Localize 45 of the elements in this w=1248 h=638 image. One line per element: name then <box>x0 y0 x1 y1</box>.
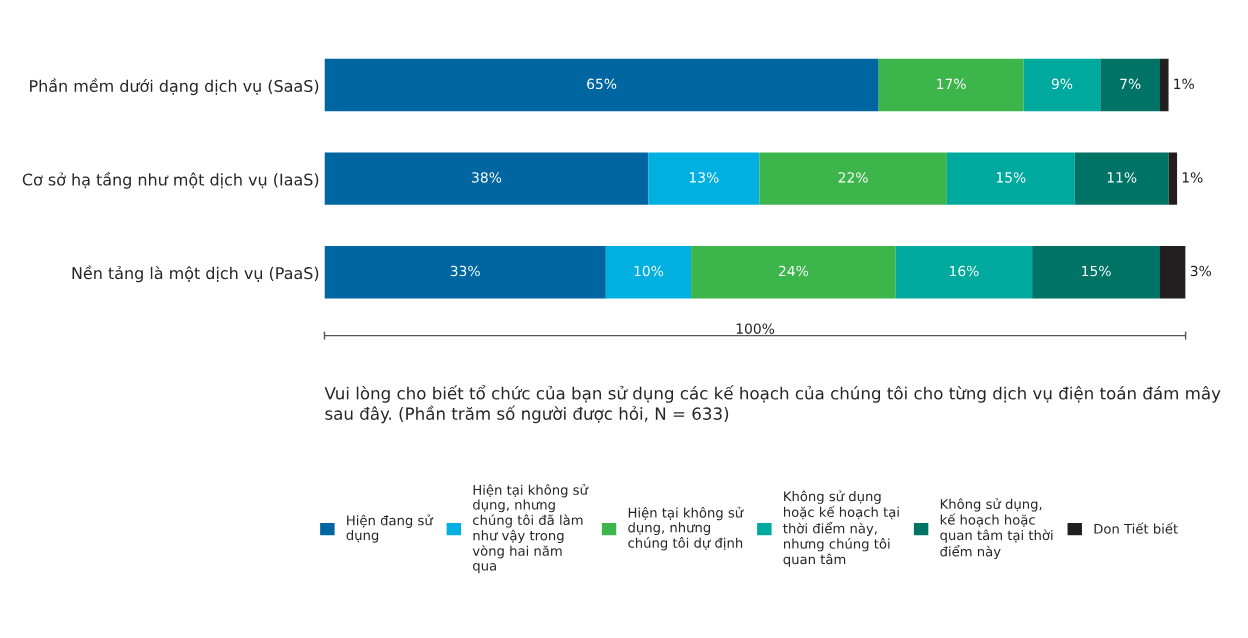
y-tick-label: Nền tảng là một dịch vụ (PaaS) <box>72 265 319 283</box>
legend-label: Don Tiết biết <box>1094 522 1178 534</box>
y-tick-label: Cơ sở hạ tầng như một dịch vụ (IaaS) <box>22 171 319 189</box>
bar <box>605 246 692 299</box>
legend-label: Hiện tại không sử dụng, nhưng chúng tôi dự định <box>628 506 744 551</box>
data-label: 7% <box>1120 78 1141 90</box>
data-label: 1% <box>1182 172 1203 183</box>
data-label: 13% <box>689 172 719 183</box>
data-label: 15% <box>1082 265 1111 277</box>
bar <box>1168 152 1178 205</box>
bar <box>324 58 879 112</box>
legend-label: Không sử dụng hoặc kế hoạch tại thời điểm này, nhưng chúng tôi quan tâm <box>783 490 899 567</box>
y-tick-label: Phần mềm dưới dạng dịch vụ (SaaS) <box>30 78 319 96</box>
data-label: 1% <box>1174 78 1194 90</box>
bar <box>895 246 1033 299</box>
bar <box>1100 58 1161 112</box>
data-label: 11% <box>1107 172 1137 183</box>
data-label: 38% <box>472 172 502 183</box>
data-label: 22% <box>838 172 868 183</box>
bar <box>691 246 896 299</box>
data-label: 24% <box>778 265 809 277</box>
bar <box>1023 58 1101 112</box>
bar <box>324 246 606 299</box>
bar <box>946 152 1075 205</box>
legend-label: Không sử dụng, kế hoạch hoặc quan tâm tại thời điểm này <box>940 498 1053 560</box>
bar <box>878 58 1024 112</box>
data-label: 17% <box>937 78 966 90</box>
bar <box>1032 246 1161 299</box>
bar <box>1160 246 1186 299</box>
legend-label: Hiện đang sử dụng <box>346 514 434 543</box>
data-label: 10% <box>634 265 664 277</box>
bar <box>1160 58 1169 112</box>
data-label: 65% <box>587 78 617 90</box>
text: Vui lòng cho biết tổ chức của bạn sử dụng các kế hoạch của chúng tôi cho từng dịch vụ điện toán đám mây sau đây. (Phần trăm số người được hỏi, N = 633) <box>324 385 1221 424</box>
bar <box>759 152 947 205</box>
legend-label: Hiện tại không sử dụng, nhưng chúng tôi đã làm như vậy trong vòng hai năm qua <box>472 483 589 574</box>
data-label: 3% <box>1190 265 1212 277</box>
x-axis-title: 100% <box>736 323 775 334</box>
data-label: 15% <box>996 172 1026 183</box>
bar <box>1074 152 1169 205</box>
data-label: 9% <box>1051 78 1073 90</box>
bar <box>324 152 649 205</box>
data-label: 16% <box>950 265 979 277</box>
data-label: 33% <box>450 265 480 277</box>
bar <box>648 152 760 205</box>
